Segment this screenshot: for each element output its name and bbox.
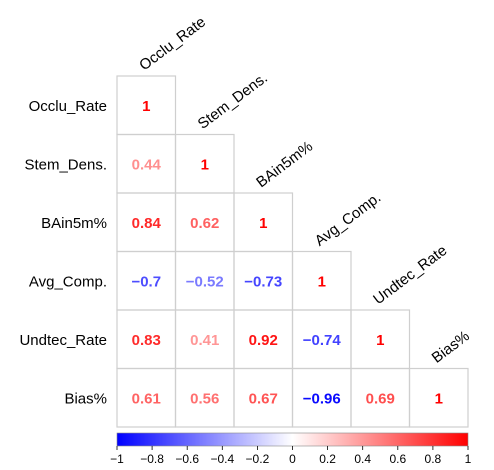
cell-value: 0.69 <box>366 390 395 407</box>
column-label: Stem_Dens. <box>195 69 271 132</box>
colorbar-tick-label: −1 <box>110 452 124 466</box>
column-label: Undtec_Rate <box>370 242 450 308</box>
heatmap-grid <box>116 75 469 428</box>
row-label: BAin5m% <box>41 215 107 232</box>
cell-value: 1 <box>142 98 150 115</box>
colorbar-tick-label: 0.2 <box>319 452 336 466</box>
cell-value: 0.92 <box>249 332 278 349</box>
cell-value: 0.44 <box>132 156 162 173</box>
colorbar-tick-label: 1 <box>465 452 472 466</box>
column-label: Avg_Comp. <box>312 189 385 250</box>
row-labels: Occlu_Rate Stem_Dens. BAin5m% Avg_Comp. Undt… <box>19 98 107 408</box>
column-label: Bias% <box>429 328 473 367</box>
row-label: Bias% <box>64 390 107 407</box>
cell-value: 0.61 <box>132 390 161 407</box>
colorbar-tick-label: 0.8 <box>425 452 442 466</box>
colorbar-tick-label: −0.2 <box>246 452 270 466</box>
row-label: Stem_Dens. <box>24 156 107 173</box>
cell-value: 0.62 <box>190 215 219 232</box>
cell-value: 1 <box>259 215 267 232</box>
colorbar: −1 −0.8 −0.6 −0.4 −0.2 0 0.2 0.4 0.6 0.8 1 <box>110 432 472 466</box>
row-label: Avg_Comp. <box>29 273 107 290</box>
cell-value: 0.41 <box>190 332 219 349</box>
cell-value: 0.83 <box>132 332 161 349</box>
cell-value: 1 <box>376 332 384 349</box>
colorbar-gradient <box>116 432 469 447</box>
cell-value: 0.67 <box>249 390 278 407</box>
colorbar-tick-label: −0.4 <box>210 452 234 466</box>
cell-value: −0.52 <box>186 273 224 290</box>
column-label: Occlu_Rate <box>136 13 209 74</box>
cell-value: 1 <box>318 273 326 290</box>
cell-value: 1 <box>435 390 443 407</box>
colorbar-tick-label: 0.4 <box>354 452 371 466</box>
cell-value: −0.74 <box>303 332 342 349</box>
colorbar-tick-label: −0.8 <box>140 452 164 466</box>
row-label: Undtec_Rate <box>19 332 107 349</box>
cell-value: −0.73 <box>244 273 282 290</box>
cell-value: 1 <box>201 156 209 173</box>
cell-value: −0.7 <box>131 273 161 290</box>
colorbar-tick-label: −0.6 <box>175 452 199 466</box>
colorbar-tick-label: 0 <box>289 452 296 466</box>
cell-value: 0.56 <box>190 390 219 407</box>
heatmap-cell <box>408 367 469 428</box>
column-label: BAin5m% <box>253 138 316 191</box>
row-label: Occlu_Rate <box>29 98 107 115</box>
heatmap-values: 1 0.44 1 0.84 0.62 1 −0.7 −0.52 −0.73 1 0.83 0.41 0.… <box>131 98 442 408</box>
cell-value: −0.96 <box>303 390 341 407</box>
cell-value: 0.84 <box>132 215 162 232</box>
colorbar-tick-label: 0.6 <box>389 452 406 466</box>
